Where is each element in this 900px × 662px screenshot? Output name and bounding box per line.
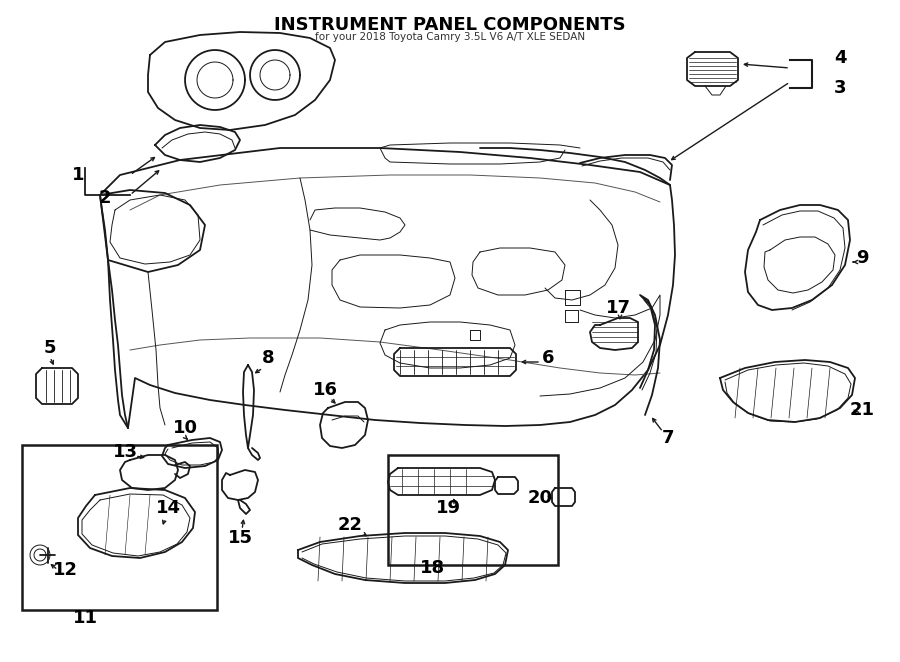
Text: 16: 16 (312, 381, 338, 399)
Text: 14: 14 (156, 499, 181, 517)
Text: 19: 19 (436, 499, 461, 517)
Text: 6: 6 (542, 349, 554, 367)
Text: 17: 17 (606, 299, 631, 317)
Text: 12: 12 (52, 561, 77, 579)
Bar (22, 445, 217, 610)
Text: 8: 8 (262, 349, 274, 367)
Text: 22: 22 (338, 516, 363, 534)
Text: 20: 20 (527, 489, 553, 507)
Text: 3: 3 (833, 79, 846, 97)
Text: 2: 2 (99, 189, 112, 207)
Text: 1: 1 (72, 166, 85, 184)
Text: for your 2018 Toyota Camry 3.5L V6 A/T XLE SEDAN: for your 2018 Toyota Camry 3.5L V6 A/T X… (315, 32, 585, 42)
Text: 15: 15 (228, 529, 253, 547)
Text: 7: 7 (662, 429, 674, 447)
Text: 11: 11 (73, 609, 97, 627)
Text: 18: 18 (419, 559, 445, 577)
Text: 10: 10 (173, 419, 197, 437)
Text: INSTRUMENT PANEL COMPONENTS: INSTRUMENT PANEL COMPONENTS (274, 16, 626, 34)
Text: 21: 21 (850, 401, 875, 419)
Text: 4: 4 (833, 49, 846, 67)
Text: 5: 5 (44, 339, 56, 357)
Text: 9: 9 (856, 249, 868, 267)
Text: 13: 13 (112, 443, 138, 461)
Bar (388, 455, 558, 565)
